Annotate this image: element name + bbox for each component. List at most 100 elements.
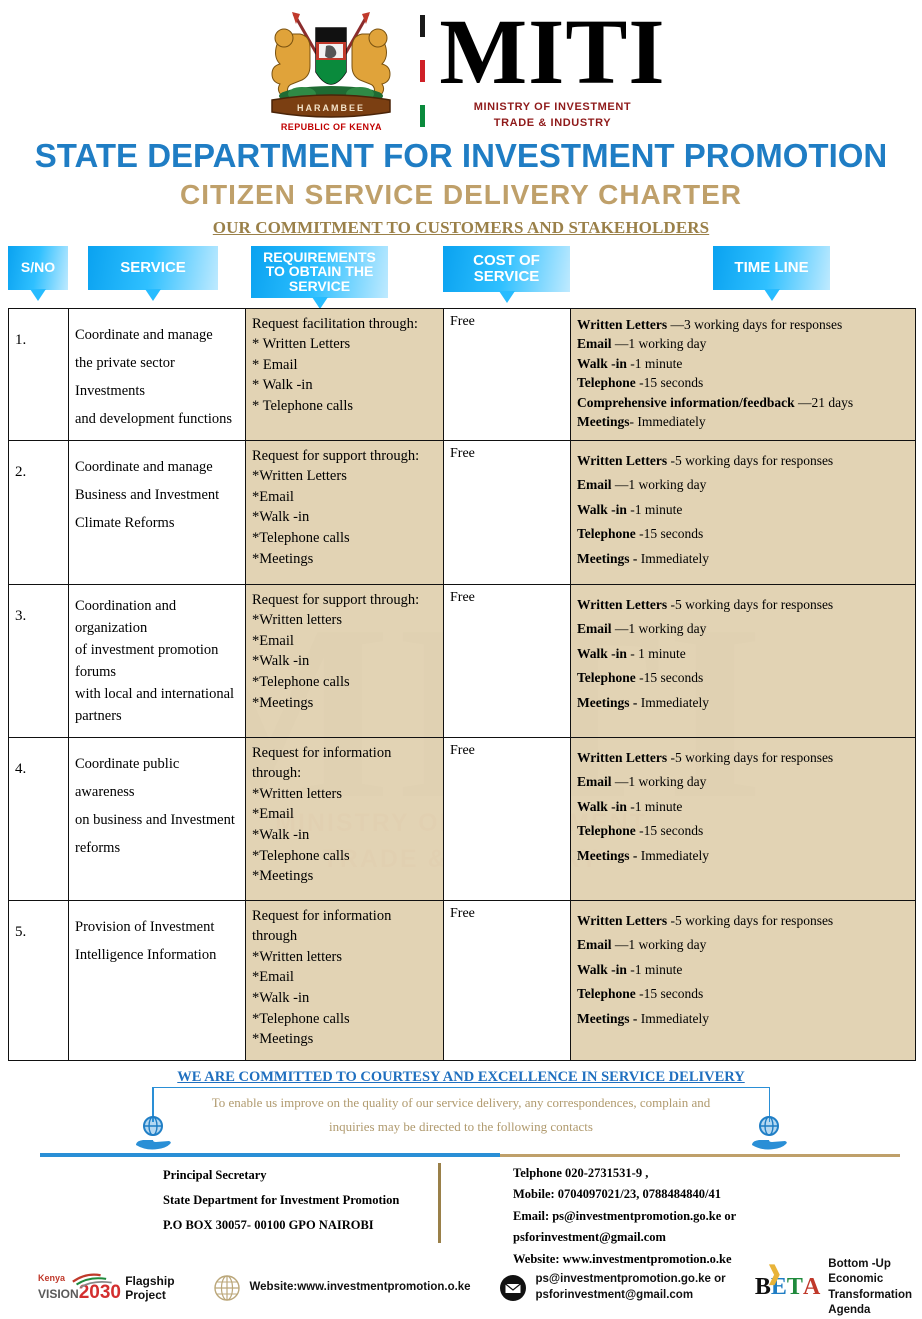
timeline-channel: Meetings - [577,847,638,863]
beta-caption-line-1: Bottom -Up Economic [828,1257,891,1286]
coat-of-arms-icon: HARAMBEE [271,12,392,118]
contact-right-line: Website: www.investmentpromotion.o.ke [513,1251,732,1266]
timeline-channel: Telephone [577,670,636,686]
website-block: Website:www.investmentpromotion.o.ke [212,1273,498,1303]
requirement-item: *Written letters [252,785,343,802]
timeline-duration: Immediately [637,694,709,710]
timeline-channel: Telephone [577,986,636,1002]
globe-icon [213,1274,240,1301]
cell-timeline: Written Letters -5 working days for resp… [570,439,916,585]
timeline-line: Written Letters -5 working days for resp… [577,746,909,771]
cost-value: Free [450,589,475,605]
contact-left-line: P.O BOX 30057- 00100 GPO NAIROBI [163,1217,374,1232]
requirement-item: *Telephone calls [252,1010,350,1027]
cell-cost: Free [443,439,571,585]
service-charter-table-wrapper: 1. Coordinate and manage the private secto… [8,307,916,1061]
table-row: 4. Coordinate public awareness on business… [8,736,916,901]
contact-left-line: Principal Secretary [163,1167,267,1182]
requirement-item: * Telephone calls [252,397,353,414]
timeline-line: Comprehensive information/feedback —21 d… [577,393,909,413]
timeline-duration: Immediately [637,847,709,863]
timeline-duration: —1 working day [611,477,707,493]
timeline-channel: Written Letters [577,316,668,332]
timeline-duration: Immediately [637,550,709,566]
contact-right-line: Email: ps@investmentpromotion.go.ke or [513,1208,737,1223]
service-line: on business and Investment [75,812,235,829]
miti-logo: MITI MINISTRY OF INVESTMENT TRADE & INDU… [439,1,666,132]
timeline-line: Telephone -15 seconds [577,982,909,1007]
service-charter-table: 1. Coordinate and manage the private secto… [8,307,916,1061]
timeline-channel: Telephone [577,375,636,391]
contacts-divider [438,1162,441,1243]
timeline-line: Meetings - Immediately [577,691,909,716]
contacts-right-column: Telphone 020-2731531-9 , Mobile: 07040970… [441,1163,914,1266]
timeline-duration: -15 seconds [635,375,704,391]
cell-timeline: Written Letters -5 working days for resp… [570,899,916,1061]
timeline-line: Telephone -15 seconds [577,373,909,393]
requirement-item: * Written Letters [252,336,351,353]
vision-kenya-label: Kenya [38,1272,66,1283]
timeline-line: Email —1 working day [577,933,909,958]
timeline-channel: Email [577,621,612,637]
timeline-line: Written Letters —3 working days for resp… [577,315,909,335]
cell-service: Provision of Investment Intelligence Info… [68,899,246,1061]
timeline-line: Email —1 working day [577,617,909,642]
timeline-channel: Email [577,336,612,352]
sno-value: 3. [15,607,27,624]
email-line-1: ps@investmentpromotion.go.ke or [535,1273,726,1286]
requirement-item: *Meetings [252,694,314,711]
cost-value: Free [450,905,475,921]
page-subtitle-commitment: OUR COMMITMENT TO CUSTOMERS AND STAKEHOL… [212,217,710,237]
service-line: Climate Reforms [75,515,175,532]
timeline-channel: Meetings - [577,550,638,566]
table-row: 1. Coordinate and manage the private secto… [8,307,916,441]
timeline-channel: Meetings - [577,694,638,710]
divider-gold [500,1153,900,1157]
page-title-department: STATE DEPARTMENT FOR INVESTMENT PROMOTIO… [34,137,888,174]
timeline-channel: Walk -in [577,798,627,814]
service-line: Intelligence Information [75,946,217,963]
timeline-duration: —1 working day [611,774,707,790]
requirement-item: *Email [252,806,294,823]
timeline-channel: Walk -in [577,645,627,661]
timeline-duration: —1 working day [611,621,707,637]
coat-of-arms: HARAMBEE REPUBLIC OF KENYA [256,10,406,132]
requirement-item: *Walk -in [252,989,310,1006]
service-line: Coordinate and manage [75,458,213,475]
website-label[interactable]: Website:www.investmentpromotion.o.ke [249,1280,471,1293]
email-label[interactable]: ps@investmentpromotion.go.ke or psforinv… [536,1272,726,1303]
timeline-channel: Walk -in [577,961,627,977]
timeline-duration: -5 working days for responses [667,912,834,928]
requirement-item: * Email [252,356,298,373]
kenya-flag-divider [420,15,426,128]
email-block: ps@investmentpromotion.go.ke or psforinv… [498,1272,755,1303]
timeline-duration: —1 working day [611,937,707,953]
timeline-channel: Email [577,937,612,953]
contact-right-line: psforinvestment@gmail.com [513,1230,666,1245]
title-block: STATE DEPARTMENT FOR INVESTMENT PROMOTIO… [0,137,922,238]
table-header-bubbles: S/NO SERVICE REQUIREMENTS TO OBTAIN THE … [0,245,922,309]
timeline-duration: -1 minute [626,355,683,371]
timeline-duration: -5 working days for responses [667,452,834,468]
vision-2030-block: Kenya VISION 2030 Flagship Project [10,1272,212,1302]
requirement-item: *Email [252,632,294,649]
page-title-charter: CITIZEN SERVICE DELIVERY CHARTER [179,178,742,210]
timeline-line: Written Letters -5 working days for resp… [577,449,909,474]
ministry-line-2: TRADE & INDUSTRY [493,117,612,130]
sno-value: 1. [15,331,27,348]
sno-value: 5. [15,923,27,940]
cell-cost: Free [443,307,571,441]
commitment-body-line1: To enable us improve on the quality of o… [211,1094,711,1110]
contact-left-line: State Department for Investment Promotio… [163,1192,400,1207]
timeline-line: Meetings - Immediately [577,1007,909,1032]
miti-wordmark: MITI [439,1,666,105]
timeline-duration: —1 working day [611,336,707,352]
requirement-item: *Meetings [252,550,314,567]
commitment-body-line2: inquiries may be directed to the followi… [329,1118,593,1134]
timeline-duration: -1 minute [626,501,683,517]
coat-of-arms-caption: REPUBLIC OF KENYA [280,122,382,132]
service-line: with local and international [75,685,235,702]
timeline-line: Meetings - Immediately [577,547,909,572]
